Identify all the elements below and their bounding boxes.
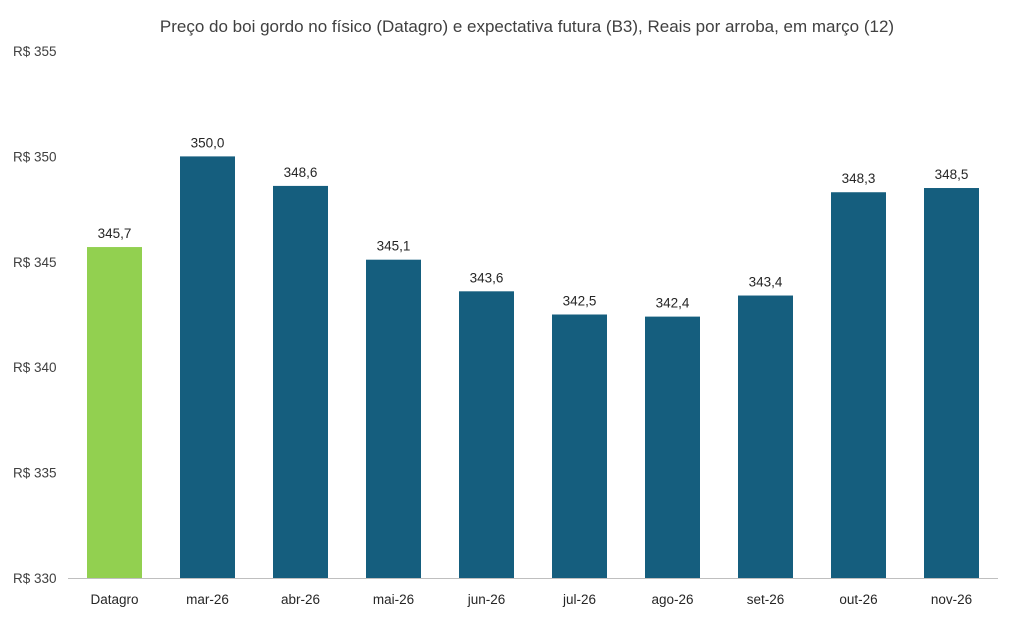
x-tick-label: abr-26 bbox=[281, 592, 320, 607]
bar-jun-26 bbox=[459, 291, 514, 578]
x-tick-label: jul-26 bbox=[562, 592, 596, 607]
bar-nov-26 bbox=[924, 188, 979, 578]
x-tick-label: nov-26 bbox=[931, 592, 972, 607]
y-axis: R$ 330 R$ 335 R$ 340 R$ 345 R$ 350 R$ 355 bbox=[13, 44, 57, 586]
bar-out-26 bbox=[831, 192, 886, 578]
bar-abr-26 bbox=[273, 185, 328, 579]
data-label: 342,5 bbox=[563, 294, 597, 309]
data-label: 345,1 bbox=[377, 239, 411, 254]
data-labels: 345,7 350,0 348,6 345,1 343,6 342,5 342,4 343,4… bbox=[98, 135, 969, 310]
data-label: 345,7 bbox=[98, 226, 132, 241]
bar-mai-26 bbox=[366, 259, 421, 578]
data-label: 350,0 bbox=[191, 135, 225, 150]
data-label: 343,4 bbox=[749, 275, 783, 290]
bar-jul-26 bbox=[552, 314, 607, 578]
bar-set-26 bbox=[738, 295, 793, 578]
x-tick-label: out-26 bbox=[839, 592, 877, 607]
bar-ago-26 bbox=[645, 316, 700, 578]
x-axis: Datagro mar-26 abr-26 mai-26 jun-26 jul-26 ago… bbox=[68, 578, 998, 607]
y-tick-label: R$ 355 bbox=[13, 44, 57, 59]
bars bbox=[87, 156, 979, 579]
y-tick-label: R$ 340 bbox=[13, 360, 57, 375]
y-tick-label: R$ 335 bbox=[13, 466, 57, 481]
y-tick-label: R$ 345 bbox=[13, 255, 57, 270]
bar-datagro bbox=[87, 247, 142, 578]
x-tick-label: set-26 bbox=[747, 592, 785, 607]
data-label: 343,6 bbox=[470, 270, 504, 285]
data-label: 348,3 bbox=[842, 171, 876, 186]
x-tick-label: jun-26 bbox=[467, 592, 506, 607]
data-label: 342,4 bbox=[656, 296, 690, 311]
bar-mar-26 bbox=[180, 156, 235, 578]
data-label: 348,6 bbox=[284, 165, 318, 180]
y-tick-label: R$ 350 bbox=[13, 149, 57, 164]
chart-title: Preço do boi gordo no físico (Datagro) e… bbox=[160, 17, 894, 36]
x-tick-label: Datagro bbox=[90, 592, 138, 607]
x-tick-label: mar-26 bbox=[186, 592, 229, 607]
x-tick-label: mai-26 bbox=[373, 592, 414, 607]
y-tick-label: R$ 330 bbox=[13, 571, 57, 586]
data-label: 348,5 bbox=[935, 167, 969, 182]
x-tick-label: ago-26 bbox=[651, 592, 693, 607]
